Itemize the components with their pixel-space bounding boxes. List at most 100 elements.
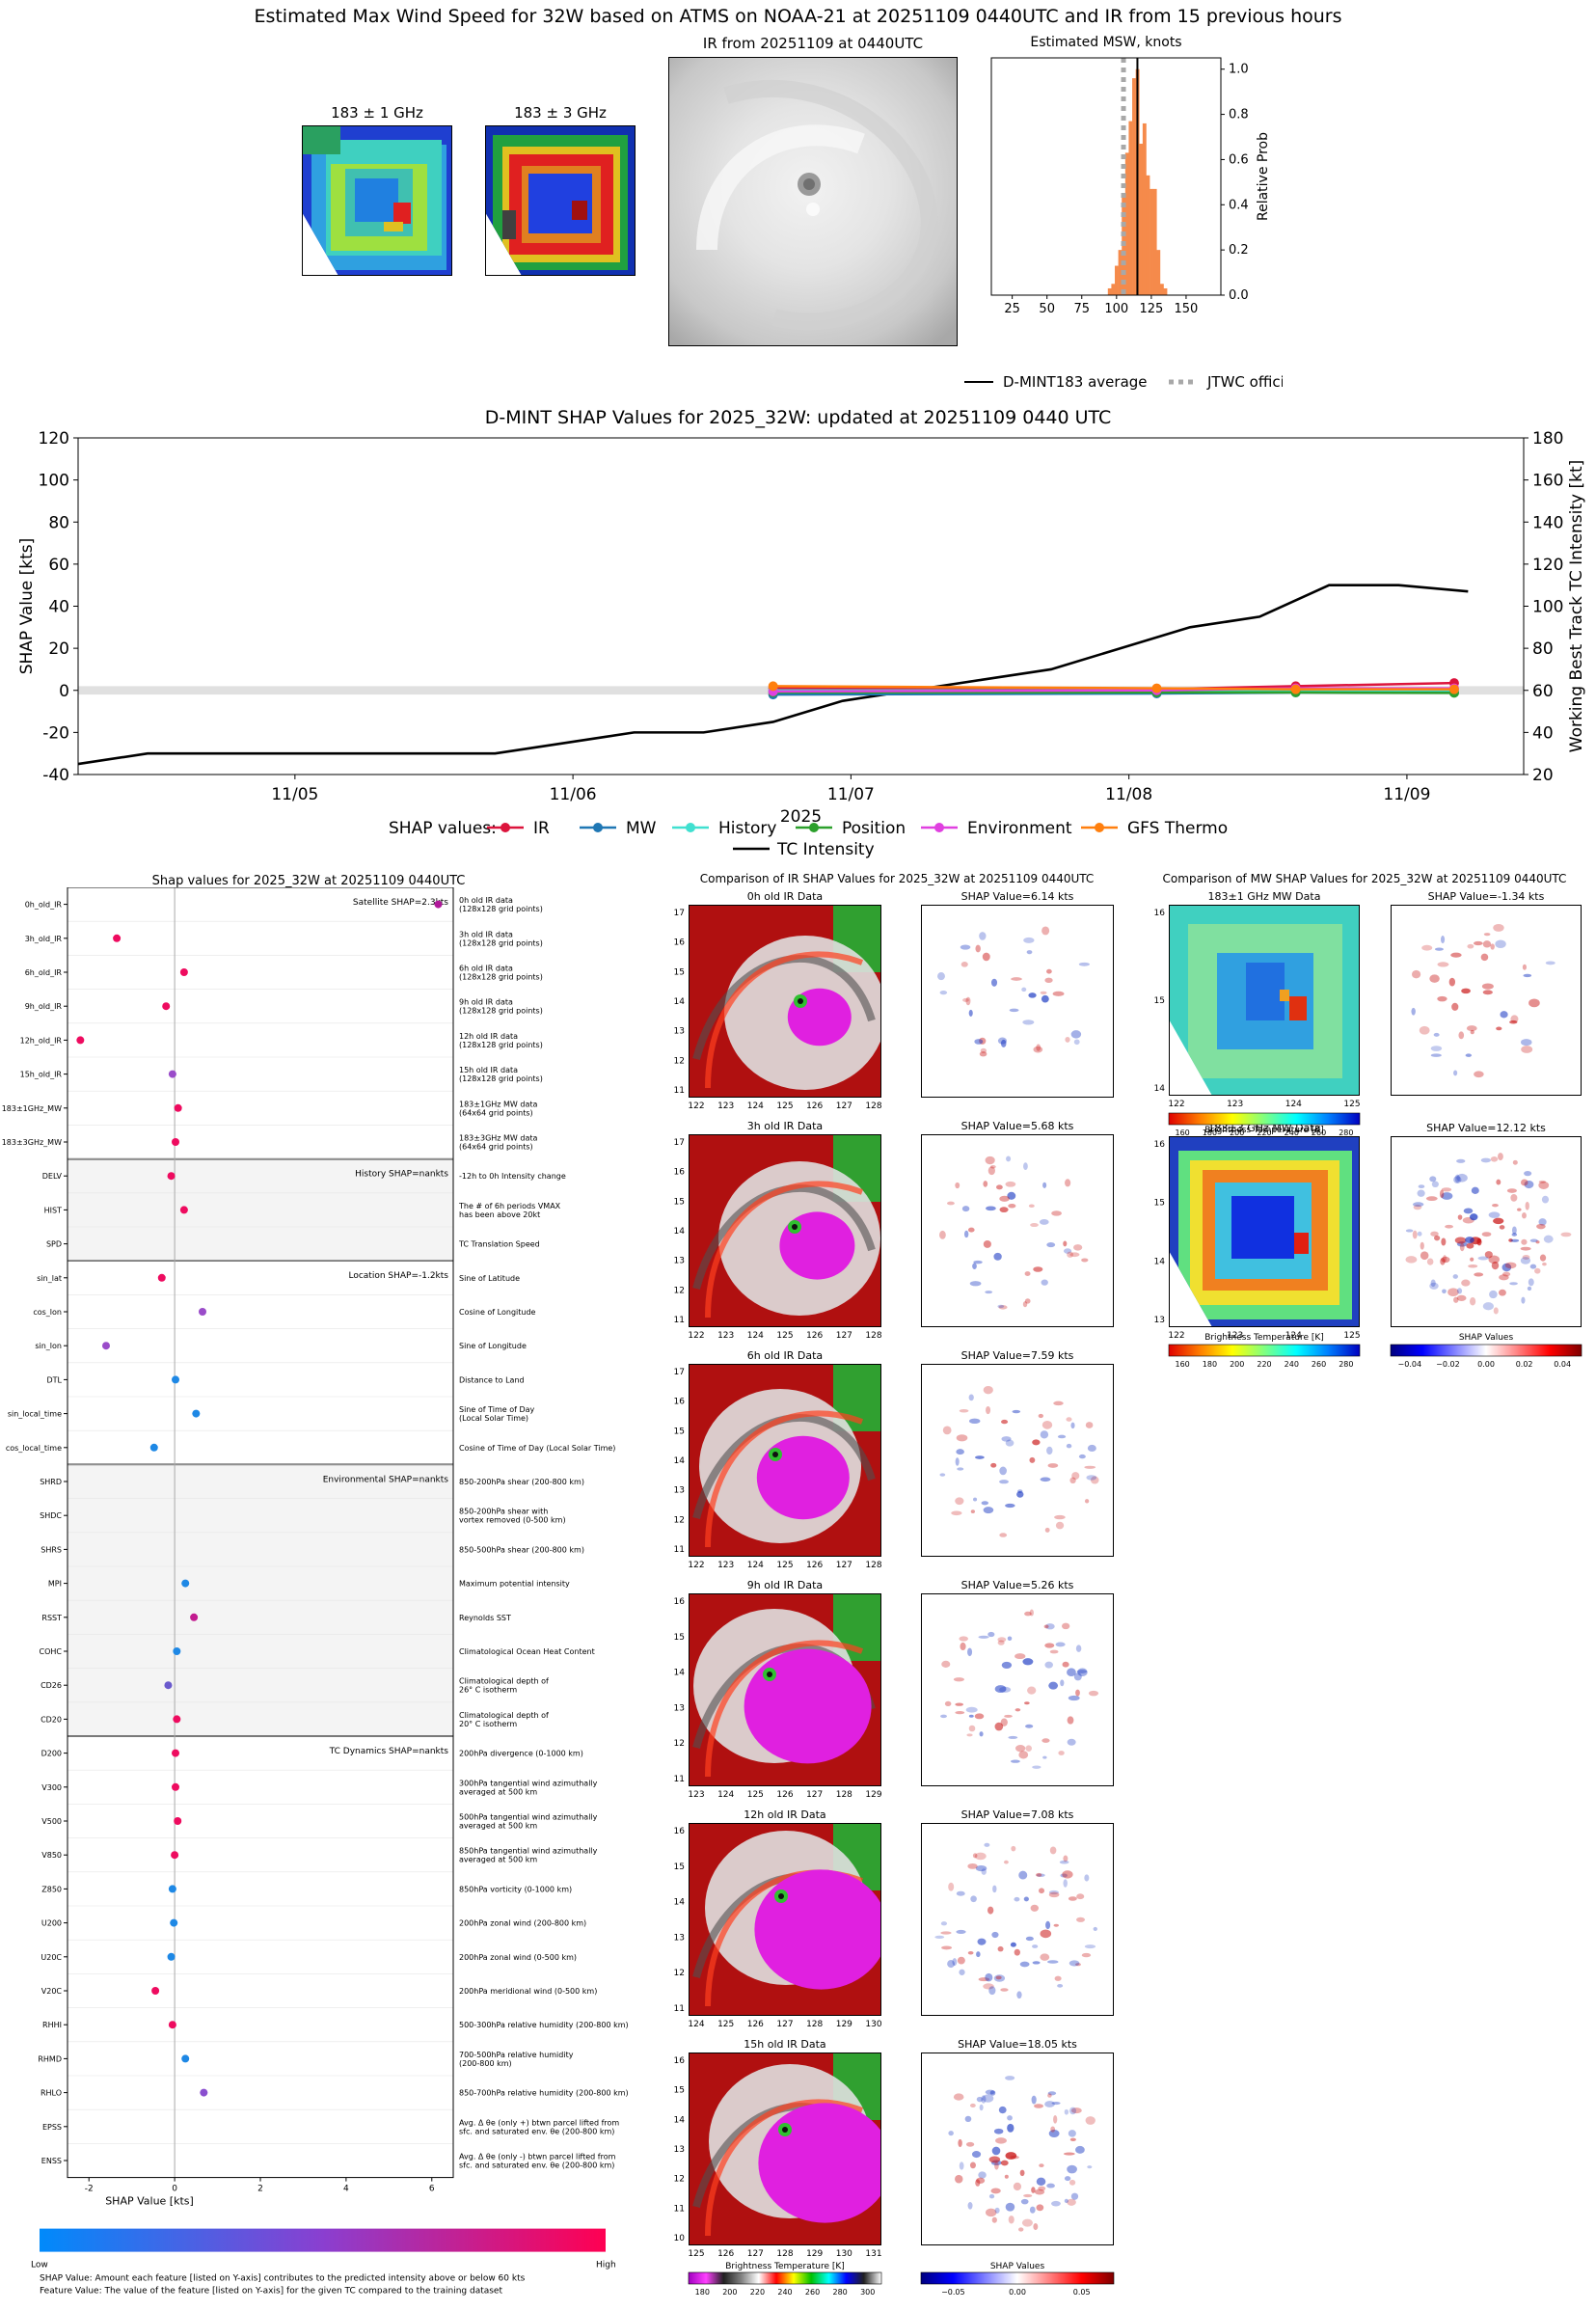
shap-blob [999,1686,1012,1693]
shap-blob [993,2128,1004,2134]
shap-blob [944,1700,952,1707]
shap-blob [1474,1071,1484,1078]
map-xtick-label: 125 [776,1331,793,1341]
mw1-brightness-colorbar-tick: 280 [1339,1128,1353,1137]
shap-blob [1441,1192,1453,1200]
msw-bar [1142,122,1147,295]
shap-blob [1023,1896,1029,1902]
shap-blob [1499,1289,1506,1296]
shap-blob [1047,2091,1057,2096]
msw-bar [1118,250,1123,295]
shap-blob [965,996,971,1006]
shap-blob [1076,1917,1086,1922]
shap-blob [1042,1755,1047,1759]
shap-blob [997,1945,1004,1952]
shap-blob [1034,2104,1044,2108]
shap-blob [1078,962,1091,966]
shap-blob [1067,1738,1076,1746]
feature-label: sin_lon [35,1342,62,1350]
mw3-brightness-colorbar-tick: 220 [1257,1360,1271,1369]
ts-ytick-right-label: 140 [1532,513,1563,532]
feature-desc: Climatological depth of [459,1711,549,1720]
shap-blob [989,1164,996,1169]
shap-blob [983,1385,993,1395]
shap-blob [1465,1237,1474,1243]
shap-blob [1063,1240,1068,1247]
mw-warm-core [1294,1233,1309,1254]
shap-blob [1459,1242,1465,1252]
shap-blob [998,2106,1007,2114]
map-ytick-label: 16 [674,1398,686,1407]
ir-shap-map [921,2053,1114,2245]
feature-label: cos_lon [33,1308,62,1317]
ir-row-shap: SHAP Value=7.08 kts [961,1808,1074,1821]
feature-label: 0h_old_IR [25,901,63,910]
map-ytick-label: 15 [674,2086,685,2096]
map-xtick-label: 125 [776,1101,793,1111]
feature-desc: (Local Solar Time) [459,1414,528,1423]
mw-shap-colorbar-tick: 0.04 [1554,1360,1571,1369]
feature-point [102,1342,110,1350]
feature-desc: 15h old IR data [459,1066,518,1074]
shap-blob [999,1480,1009,1484]
msw-bar [1156,250,1161,295]
feature-point [167,1952,176,1961]
shap-blob [1023,937,1035,943]
shap-blob [1527,1286,1532,1291]
shap-blob [1028,1204,1035,1209]
feature-label: 6h_old_IR [25,968,63,977]
shap-blob [1053,1923,1059,1927]
map-ytick-label: 16 [674,938,686,948]
feature-desc: Climatological depth of [459,1677,549,1686]
ir-shap-map [921,1134,1114,1327]
legend-label: GFS Thermo [1127,819,1228,838]
shap-blob [983,1983,994,1990]
shap-blob [1051,1210,1062,1216]
shap-blob [963,1230,969,1238]
map-xtick-label: 124 [688,2020,704,2029]
series-line-gfs-thermo [772,685,1454,691]
map-xtick-label: 125 [717,2020,734,2029]
shap-xtick-label: 4 [343,2185,349,2194]
shap-blob [1046,2183,1055,2189]
shap-blob [1000,1718,1008,1726]
feature-point [181,1579,190,1588]
shap-blob [1429,1176,1437,1183]
shap-blob [985,1291,993,1294]
mw3-brightness-colorbar-tick: 240 [1285,1360,1299,1369]
ir-data-image [689,1364,881,1557]
feature-point [149,1443,158,1452]
shap-blob [1008,1735,1018,1739]
shap-blob [968,1418,981,1425]
feature-point [200,2088,208,2097]
ts-ytick-right-label: 100 [1532,598,1563,617]
msw-bar [1146,175,1150,295]
shap-blob [1081,1258,1089,1263]
ts-ytick-right-label: 180 [1532,429,1563,449]
shap-blob [995,1975,1002,1980]
shap-map-bg [921,2053,1114,2245]
shap-blob [955,2174,963,2184]
shap-blob [1510,1238,1520,1242]
shap-blob [983,1239,991,1248]
shap-blob [967,1227,975,1233]
shap-blob [1466,1025,1477,1032]
feature-label: V850 [41,1851,62,1860]
legend-marker [593,823,603,832]
mw-shap-colorbar [1390,1344,1582,1357]
feature-desc: -12h to 0h Intensity change [459,1172,566,1181]
map-xtick-label: 123 [688,1790,704,1800]
shap-blob [939,1473,946,1477]
map-xtick-label: 125 [776,1561,793,1570]
series-point [1448,684,1459,694]
shap-blob [1068,2130,1076,2137]
map-xtick-label: 126 [717,2249,734,2259]
shap-blob [1545,961,1555,965]
shap-blob [1044,977,1053,983]
shap-blob [1041,926,1050,936]
shap-blob [986,1405,991,1415]
map-ytick-label: 14 [674,2115,686,2125]
map-xtick-label: 124 [747,1561,764,1570]
shap-blob [1016,1490,1024,1498]
feature-desc: 183±3GHz MW data [459,1134,537,1143]
